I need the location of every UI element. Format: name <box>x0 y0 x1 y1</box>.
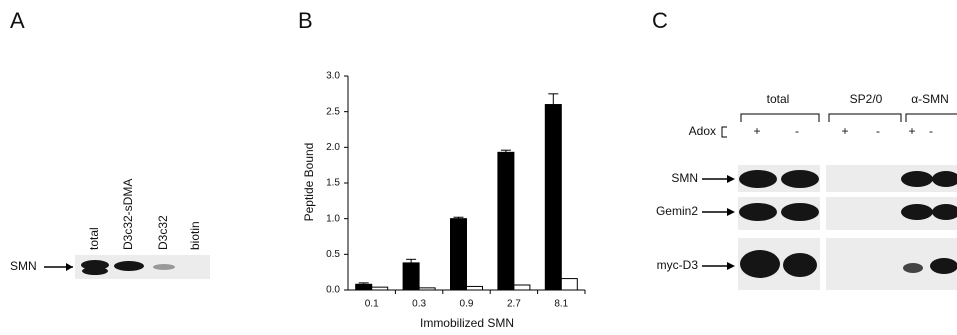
lane-label: D3c32-sDMA <box>121 179 135 250</box>
group-label: SP2/0 <box>850 92 883 106</box>
band <box>781 170 819 188</box>
group-label: α-SMN <box>911 92 949 106</box>
figure: A total D3c32-sDMA D3c32 biotin SMN B Pe… <box>0 0 957 335</box>
y-tick-label: 1.0 <box>326 213 340 224</box>
arrow-head <box>727 208 735 216</box>
y-tick-label: 0.5 <box>326 249 340 260</box>
sign: - <box>876 124 880 138</box>
band <box>903 263 923 273</box>
bar <box>451 219 467 290</box>
band <box>901 204 933 220</box>
band <box>781 203 819 221</box>
band <box>901 171 933 187</box>
band <box>739 203 777 221</box>
sign: - <box>795 124 799 138</box>
bar <box>356 284 372 290</box>
bracket <box>741 114 957 122</box>
treatment-label: Adox <box>689 124 716 138</box>
band <box>930 258 957 274</box>
x-tick-label: 2.7 <box>507 299 521 310</box>
band <box>153 264 175 270</box>
bar <box>372 287 388 290</box>
bar <box>545 105 561 290</box>
band <box>114 261 144 271</box>
y-tick-label: 2.0 <box>326 142 340 153</box>
y-tick-label: 1.5 <box>326 178 340 189</box>
band <box>783 253 817 277</box>
sign: - <box>929 124 933 138</box>
y-tick-label: 0.0 <box>326 285 340 296</box>
bracket <box>722 127 727 137</box>
y-tick-label: 3.0 <box>326 71 340 82</box>
arrow-head <box>66 263 73 271</box>
sign: + <box>753 124 760 138</box>
x-tick-label: 8.1 <box>554 299 568 310</box>
lane-label: D3c32 <box>156 215 170 250</box>
x-tick-label: 0.1 <box>365 299 379 310</box>
band <box>739 170 777 188</box>
y-tick-label: 2.5 <box>326 106 340 117</box>
sign: + <box>841 124 848 138</box>
panel-label: B <box>298 8 313 33</box>
row-label: SMN <box>671 171 698 185</box>
bar <box>498 152 514 290</box>
band <box>740 250 780 278</box>
row-label: Gemin2 <box>656 204 698 218</box>
bar <box>514 285 530 290</box>
band <box>82 267 108 275</box>
bar <box>403 263 419 290</box>
panel-label: A <box>10 8 25 33</box>
bar <box>561 279 577 290</box>
panel-label: C <box>652 8 668 33</box>
row-label: SMN <box>10 259 37 273</box>
bar <box>419 288 435 290</box>
arrow-head <box>727 262 735 270</box>
x-tick-label: 0.3 <box>412 299 426 310</box>
bar <box>467 286 483 290</box>
lane-label: biotin <box>188 221 202 250</box>
arrow-head <box>727 175 735 183</box>
bar-chart: B Peptide Bound Immobilized SMN 0.0 0.5 1.… <box>298 8 585 330</box>
x-tick-label: 0.9 <box>460 299 474 310</box>
x-axis-label: Immobilized SMN <box>420 316 514 330</box>
y-axis-label: Peptide Bound <box>302 143 316 222</box>
lane-label: total <box>87 227 101 250</box>
group-label: total <box>767 92 790 106</box>
sign: + <box>908 124 915 138</box>
row-label: myc-D3 <box>657 258 699 272</box>
